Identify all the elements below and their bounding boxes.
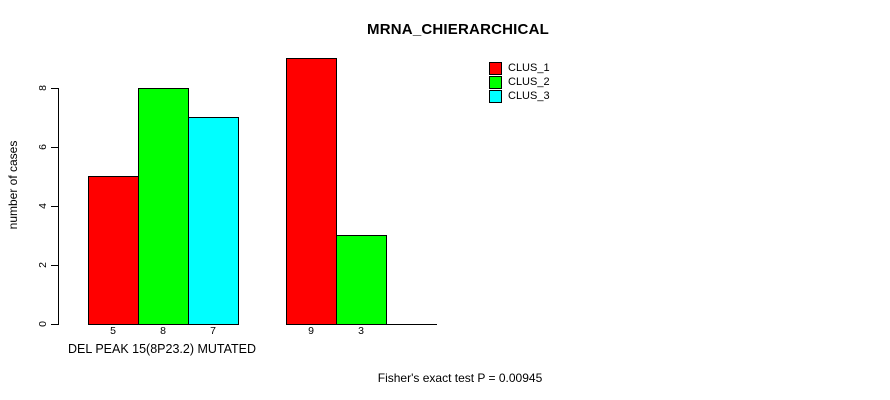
bar-value-label: 9 <box>308 325 314 337</box>
y-tick-mark <box>51 88 58 89</box>
bar-value-label: 8 <box>160 325 166 337</box>
bar-clus_1 <box>286 58 337 325</box>
x-axis-label: DEL PEAK 15(8P23.2) MUTATED <box>68 342 257 356</box>
y-tick-mark <box>51 324 58 325</box>
bar-value-label: 3 <box>358 325 364 337</box>
bar-clus_2 <box>138 88 189 325</box>
legend-swatch-icon <box>489 89 502 103</box>
y-axis-line <box>58 88 59 325</box>
legend-item-label: CLUS_1 <box>508 62 550 74</box>
y-axis-label: number of cases <box>6 140 20 230</box>
fisher-test-annotation: Fisher's exact test P = 0.00945 <box>377 371 543 385</box>
legend-item-clus_3: CLUS_3 <box>489 89 550 103</box>
legend-swatch-icon <box>489 61 502 75</box>
legend-item-clus_2: CLUS_2 <box>489 75 550 89</box>
y-tick-mark <box>51 147 58 148</box>
y-tick-label: 0 <box>36 321 49 327</box>
chart-title: MRNA_CHIERARCHICAL <box>367 21 549 38</box>
legend-item-label: CLUS_3 <box>508 90 550 102</box>
bar-clus_3 <box>188 117 239 325</box>
legend-item-label: CLUS_2 <box>508 76 550 88</box>
y-tick-label: 2 <box>36 262 49 268</box>
y-tick-label: 8 <box>36 85 49 91</box>
y-tick-mark <box>51 206 58 207</box>
legend-swatch-icon <box>489 75 502 89</box>
legend-item-clus_1: CLUS_1 <box>489 61 550 75</box>
y-tick-mark <box>51 265 58 266</box>
bar-clus_2 <box>336 235 387 325</box>
bar-value-label: 5 <box>110 325 116 337</box>
bar-clus_1 <box>88 176 139 325</box>
y-tick-label: 4 <box>36 203 49 209</box>
y-tick-label: 6 <box>36 144 49 150</box>
bar-value-label: 7 <box>210 325 216 337</box>
